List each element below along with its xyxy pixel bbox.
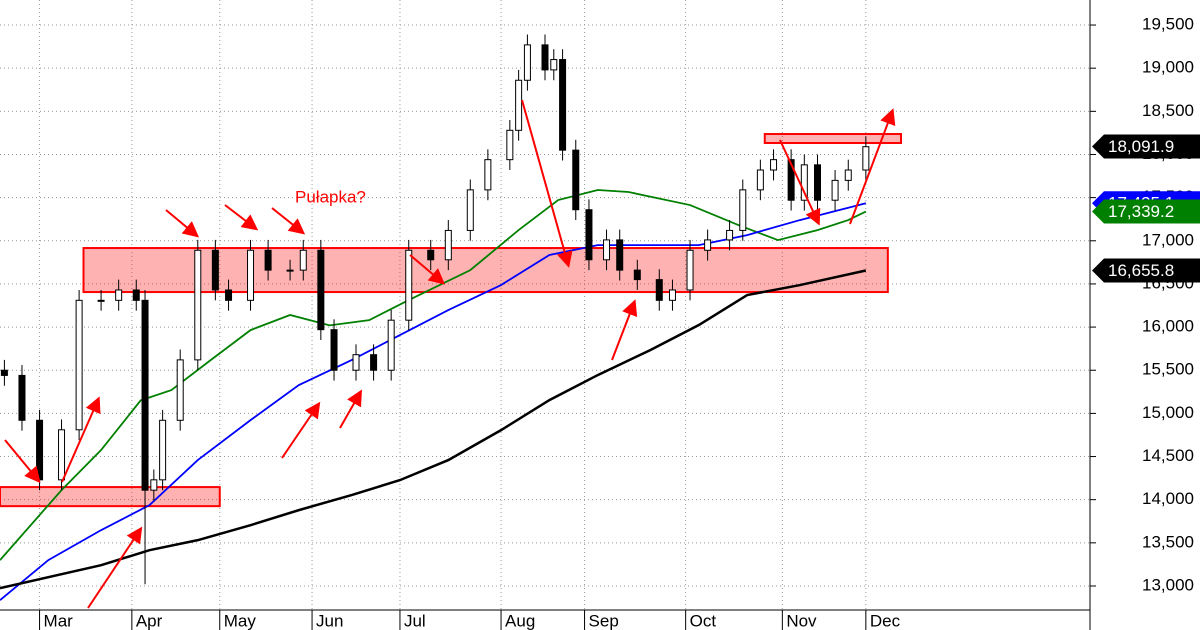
candle-body xyxy=(686,249,694,291)
candle-body xyxy=(466,189,474,231)
x-tick-label: Aug xyxy=(505,611,535,630)
y-tick-label: 15,500 xyxy=(1142,360,1194,379)
y-tick-label: 19,000 xyxy=(1142,58,1194,77)
candle-body xyxy=(515,79,523,131)
x-tick-label: Dec xyxy=(870,611,901,630)
plot-area xyxy=(0,0,1090,610)
candle-body xyxy=(141,299,149,491)
candle-body xyxy=(668,289,676,301)
candle-body xyxy=(704,239,712,251)
arrows xyxy=(4,99,896,609)
zone xyxy=(763,133,903,145)
candle-body xyxy=(541,44,549,71)
candle-body xyxy=(444,229,452,261)
candle-body xyxy=(150,479,158,491)
candle-body xyxy=(616,239,624,271)
candle-body xyxy=(352,354,360,371)
candle-body xyxy=(317,249,325,331)
candle-body xyxy=(862,146,870,171)
candle-body xyxy=(550,59,558,71)
price-tag xyxy=(1092,199,1200,224)
candle-body xyxy=(0,369,8,376)
y-tick-label: 19,500 xyxy=(1142,15,1194,34)
price-tag xyxy=(1092,134,1200,159)
candle-body xyxy=(585,209,593,261)
candle-body xyxy=(831,179,839,201)
zone xyxy=(82,247,889,294)
candle-body xyxy=(132,289,140,301)
candle-body xyxy=(559,59,567,151)
moving-average xyxy=(0,269,867,590)
x-tick-label: Oct xyxy=(690,611,717,630)
candle-body xyxy=(264,249,272,271)
y-tick-label: 18,500 xyxy=(1142,101,1194,120)
candle-body xyxy=(211,249,219,291)
price-tag-label: 18,091.9 xyxy=(1108,137,1174,156)
candle-body xyxy=(387,319,395,371)
candle-body xyxy=(572,149,580,211)
candle-body xyxy=(800,164,808,201)
candle-body xyxy=(427,249,435,261)
candle-body xyxy=(115,289,123,301)
annotation: Pułapka? xyxy=(295,187,366,206)
candle-body xyxy=(299,249,307,271)
candle-body xyxy=(330,329,338,371)
candle-body xyxy=(787,159,795,201)
candle-body xyxy=(603,239,611,261)
candle-body xyxy=(370,354,378,371)
candle-body xyxy=(97,299,105,302)
candle-body xyxy=(844,169,852,181)
candle-body xyxy=(655,279,663,301)
candle-body xyxy=(405,249,413,321)
x-tick-label: May xyxy=(224,611,257,630)
candle-body xyxy=(58,429,66,481)
y-tick-label: 14,000 xyxy=(1142,489,1194,508)
candle-body xyxy=(75,299,83,431)
candle-body xyxy=(633,269,641,281)
x-tick-label: Sep xyxy=(589,611,619,630)
price-tag-label: 17,339.2 xyxy=(1108,202,1174,221)
y-tick-label: 13,500 xyxy=(1142,532,1194,551)
candle-body xyxy=(739,189,747,231)
candle-body xyxy=(176,359,184,421)
candle-body xyxy=(523,44,531,81)
y-tick-label: 16,000 xyxy=(1142,317,1194,336)
candle-body xyxy=(247,249,255,301)
candle-body xyxy=(225,289,233,301)
candle-body xyxy=(756,169,764,191)
candle-body xyxy=(36,419,44,481)
price-tag xyxy=(1092,258,1200,283)
candle-body xyxy=(18,374,26,421)
y-tick-label: 13,000 xyxy=(1142,575,1194,594)
candle-body xyxy=(286,269,294,272)
x-tick-label: Jul xyxy=(404,611,426,630)
zone xyxy=(0,486,221,508)
y-tick-label: 15,000 xyxy=(1142,403,1194,422)
candle-body xyxy=(159,419,167,481)
x-tick-label: Nov xyxy=(786,611,817,630)
candle-body xyxy=(484,159,492,191)
x-tick-label: Mar xyxy=(44,611,74,630)
candle-body xyxy=(726,229,734,241)
x-tick-label: Jun xyxy=(316,611,343,630)
candle-body xyxy=(194,249,202,361)
y-tick-label: 14,500 xyxy=(1142,446,1194,465)
candle-body xyxy=(814,164,821,201)
x-tick-label: Apr xyxy=(136,611,163,630)
candle-body xyxy=(506,129,514,161)
y-tick-label: 17,000 xyxy=(1142,230,1194,249)
candle-body xyxy=(770,159,778,171)
price-tag-label: 16,655.8 xyxy=(1108,261,1174,280)
